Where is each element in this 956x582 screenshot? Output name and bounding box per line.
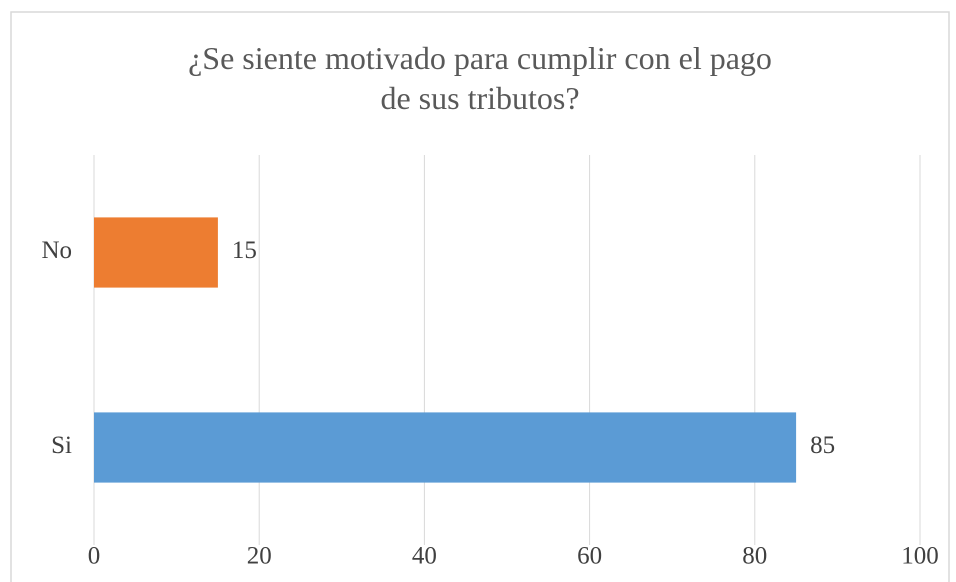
- data-label: 15: [232, 237, 257, 264]
- x-tick-label: 0: [88, 543, 101, 570]
- x-tick-label: 80: [742, 543, 767, 570]
- x-tick-label: 40: [412, 543, 437, 570]
- y-tick-label: No: [41, 237, 72, 264]
- bar: [94, 412, 797, 483]
- data-label: 85: [810, 432, 835, 459]
- chart-title: ¿Se siente motivado para cumplir con el …: [188, 40, 772, 116]
- bar: [94, 217, 218, 288]
- x-tick-label: 20: [247, 543, 272, 570]
- x-tick-label: 100: [901, 543, 939, 570]
- y-tick-label: Si: [51, 432, 72, 459]
- x-tick-label: 60: [577, 543, 602, 570]
- chart-border: [10, 11, 950, 582]
